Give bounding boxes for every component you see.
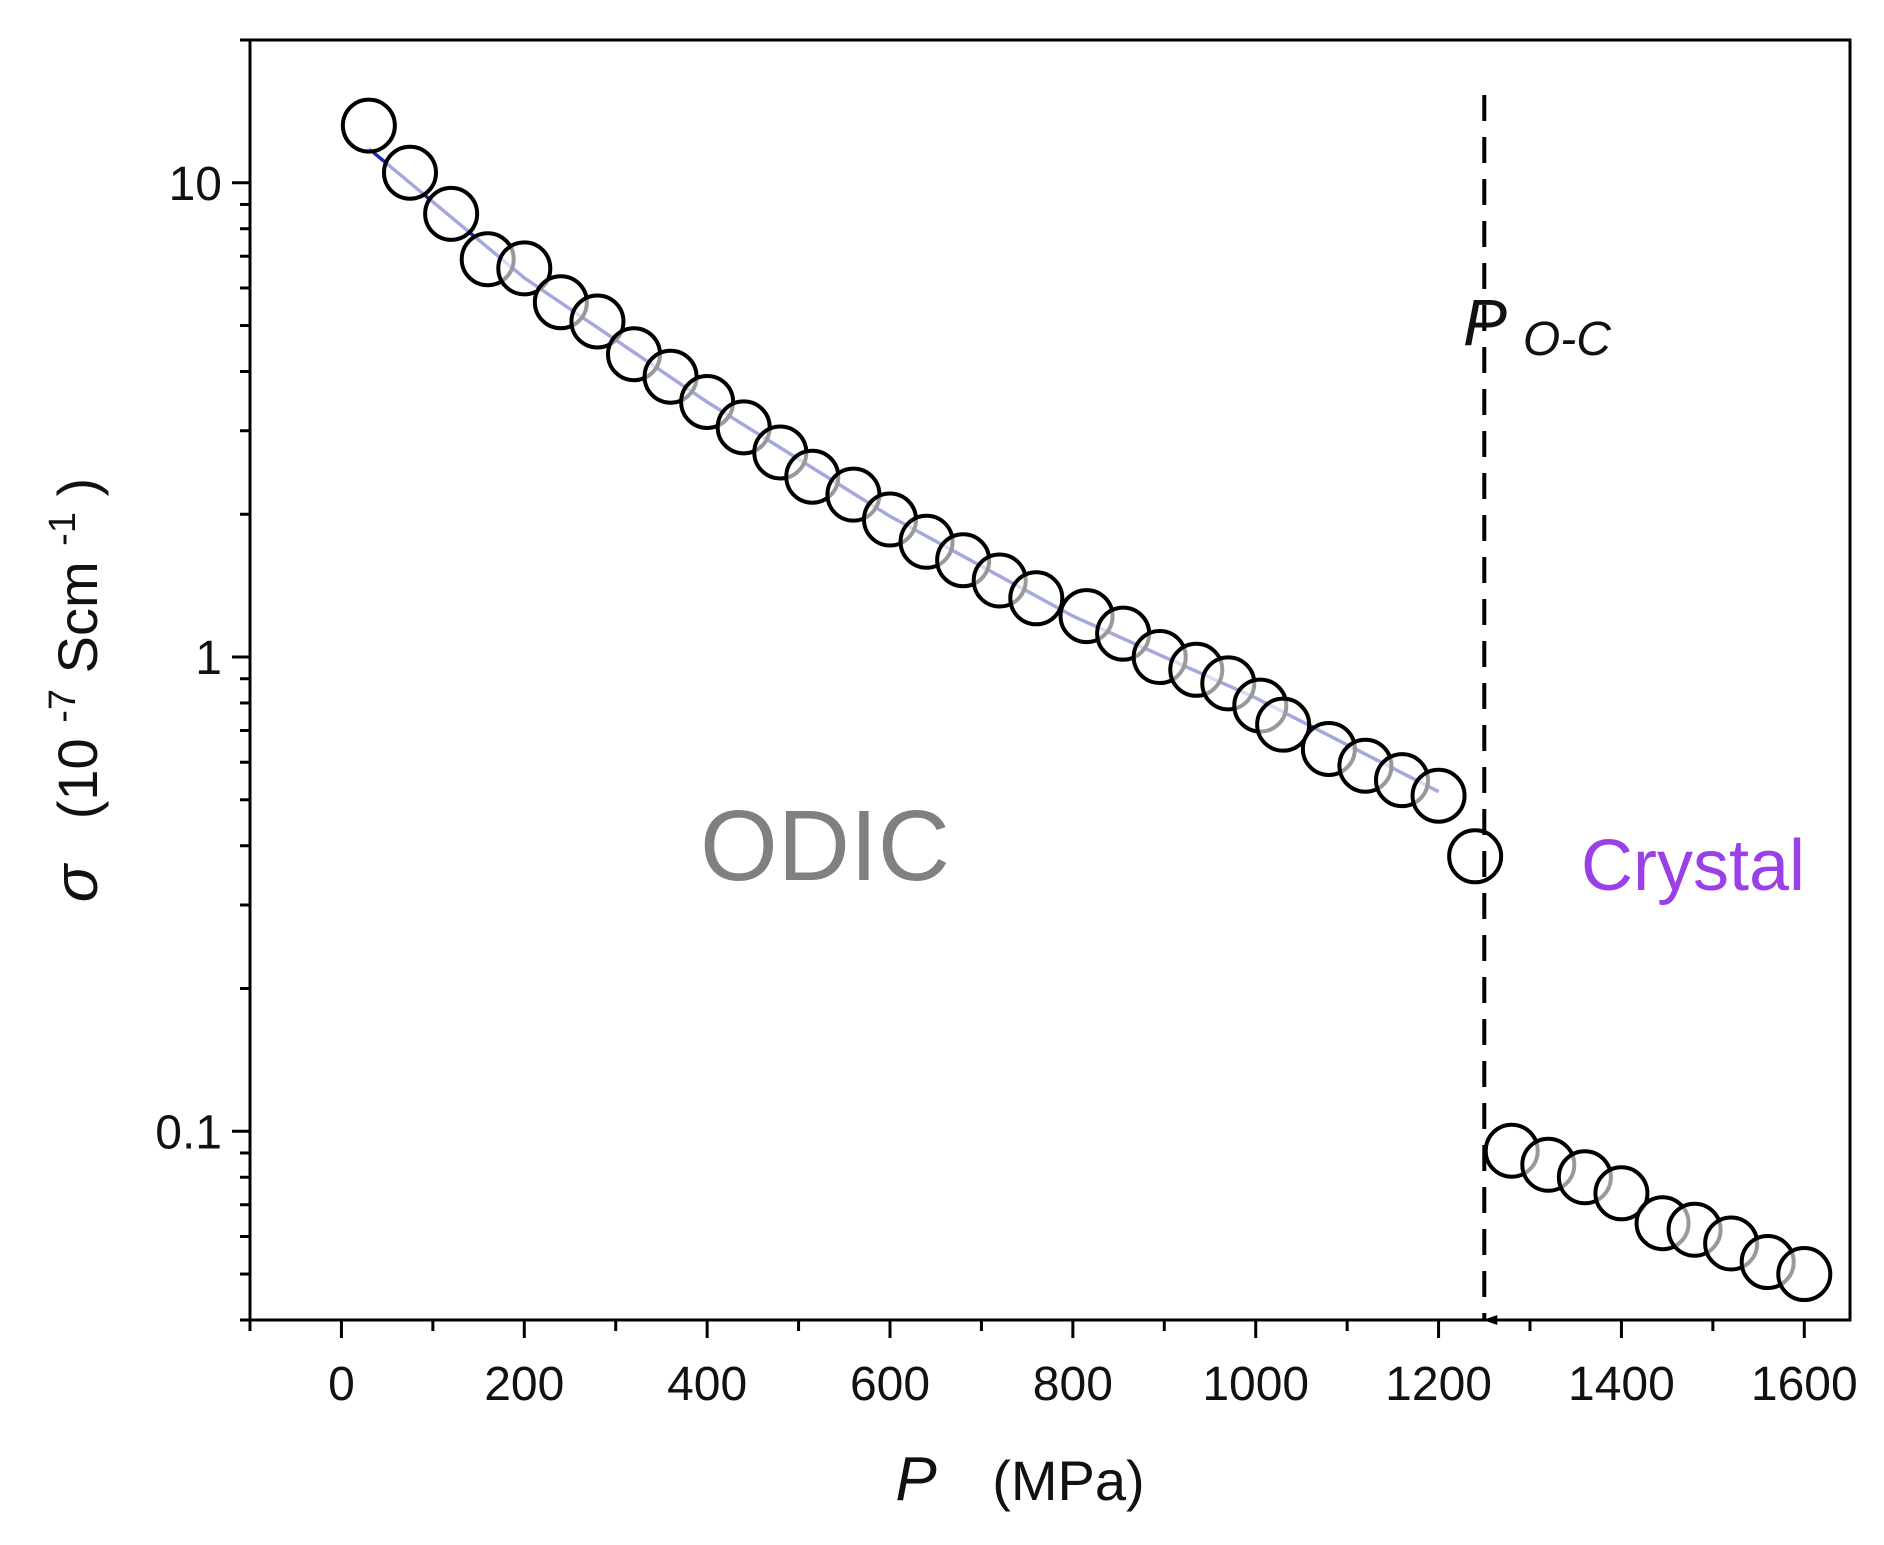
data-point xyxy=(496,240,553,297)
y-tick-label: 10 xyxy=(169,158,222,211)
x-tick-label: 1600 xyxy=(1751,1358,1858,1411)
y-axis-unit-mid: Scm xyxy=(46,561,109,673)
data-point xyxy=(340,97,397,154)
data-point xyxy=(1410,767,1467,824)
x-axis-symbol: P xyxy=(895,1445,936,1514)
data-point xyxy=(1447,828,1504,885)
x-tick-label: 1200 xyxy=(1385,1358,1492,1411)
data-point xyxy=(382,144,438,201)
data-point xyxy=(569,293,626,350)
x-tick-label: 800 xyxy=(1033,1358,1113,1411)
x-tick-label: 1000 xyxy=(1202,1358,1309,1411)
data-point xyxy=(1255,696,1312,753)
transition-label-sub: O-C xyxy=(1523,313,1611,366)
x-tick-label: 400 xyxy=(667,1358,747,1411)
x-axis-ticks: 0 200 400 600 800 1000 1200 1400 1600 xyxy=(248,1320,1858,1411)
data-point xyxy=(423,185,480,242)
phase-label-crystal: Crystal xyxy=(1581,826,1805,906)
y-axis-title: σ (10 -7 Scm -1 ) xyxy=(24,478,111,902)
y-tick-label: 0.1 xyxy=(155,1106,222,1159)
x-tick-label: 0 xyxy=(328,1358,355,1411)
y-axis-unit-exp2: -1 xyxy=(42,512,84,546)
phase-label-odic: ODIC xyxy=(700,790,950,902)
transition-label-main: P xyxy=(1463,285,1507,359)
x-axis-unit: (MPa) xyxy=(992,1449,1144,1512)
transition-label: P O-C xyxy=(1463,285,1611,366)
y-axis-unit-exp1: -7 xyxy=(42,689,84,723)
x-axis-title: P (MPa) xyxy=(895,1445,1144,1514)
y-axis-symbol: σ xyxy=(42,862,111,902)
y-axis-unit-open: (10 xyxy=(46,738,109,819)
data-point xyxy=(1008,570,1065,627)
x-tick-label: 1400 xyxy=(1568,1358,1675,1411)
point-layer xyxy=(340,97,1833,1303)
y-axis-ticks: 0.1 1 10 xyxy=(155,38,250,1322)
x-tick-label: 600 xyxy=(850,1358,930,1411)
data-point xyxy=(1776,1246,1833,1303)
data-point xyxy=(1593,1165,1650,1222)
y-tick-label: 1 xyxy=(195,632,222,685)
x-tick-label: 200 xyxy=(484,1358,564,1411)
y-axis-unit-close: ) xyxy=(46,478,109,497)
